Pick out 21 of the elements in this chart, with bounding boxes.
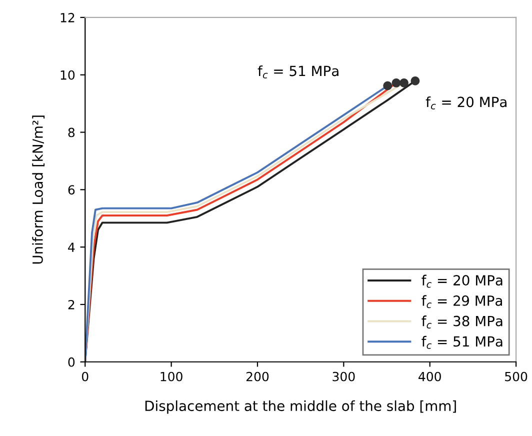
x-tick-label: 100 bbox=[160, 372, 182, 382]
y-tick-label: 12 bbox=[60, 12, 74, 22]
x-tick-label: 0 bbox=[82, 372, 88, 382]
y-tick-label: 6 bbox=[68, 185, 75, 195]
annotation: f$_{c}$ = 20 MPa bbox=[426, 96, 506, 110]
legend-label: f$_{c}$ = 29 MPa bbox=[422, 295, 502, 308]
x-tick-label: 400 bbox=[418, 372, 441, 382]
annotation: f$_{c}$ = 51 MPa bbox=[258, 65, 338, 78]
x-axis-title: Displacement at the middle of the slab [mm] bbox=[145, 400, 456, 414]
legend-label: f$_{c}$ = 38 MPa bbox=[422, 316, 502, 329]
y-tick-label: 10 bbox=[60, 70, 75, 80]
legend-label: f$_{c}$ = 20 MPa bbox=[422, 274, 502, 288]
x-tick-label: 200 bbox=[246, 372, 269, 382]
y-tick-label: 2 bbox=[68, 300, 74, 310]
x-tick-label: 500 bbox=[505, 372, 528, 382]
x-tick-label: 300 bbox=[332, 372, 355, 382]
y-tick-label: 0 bbox=[68, 357, 75, 367]
y-axis-title: Uniform Load [kN/m²] bbox=[32, 116, 45, 264]
legend-label: f$_{c}$ = 51 MPa bbox=[422, 336, 502, 349]
y-tick-label: 8 bbox=[68, 128, 75, 138]
y-tick-label: 4 bbox=[68, 242, 75, 252]
